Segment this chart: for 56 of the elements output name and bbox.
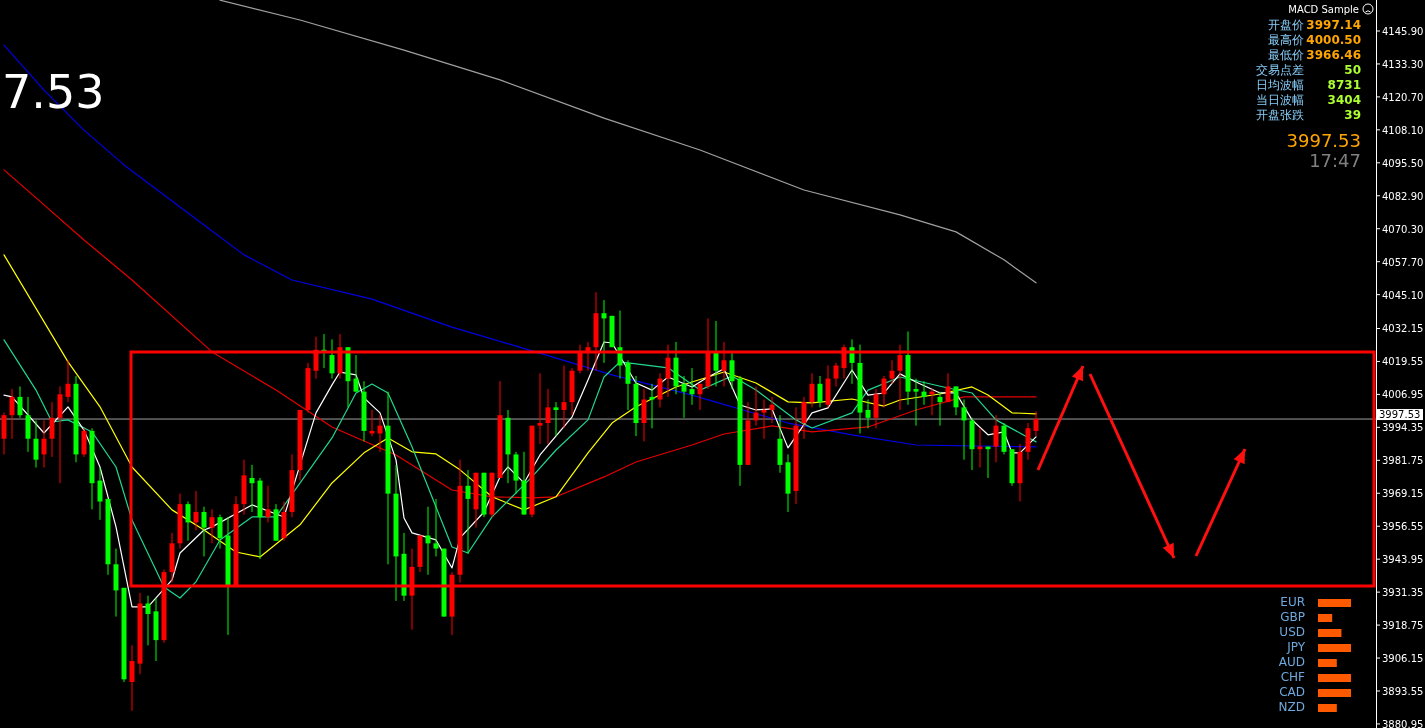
y-tick-label: CAD (1279, 685, 1305, 699)
annotation: 3966.46 (1306, 48, 1361, 62)
y-tick-label: 3880.95 (1382, 718, 1424, 728)
y-tick-label: AUD (1278, 655, 1305, 669)
y-tick-label: JPY (1286, 640, 1306, 654)
bar (1318, 599, 1351, 607)
annotation: 17:47 (1309, 150, 1361, 171)
y-tick-label: 3956.55 (1382, 521, 1424, 533)
y-tick-label: 4145.90 (1382, 25, 1424, 37)
annotation: 50 (1344, 63, 1361, 77)
bar (1318, 689, 1351, 697)
annotation: 3997.53 (1286, 130, 1361, 151)
y-tick-label: 3969.15 (1382, 488, 1424, 500)
bar (1318, 704, 1337, 712)
annotation: 4000.50 (1306, 33, 1361, 47)
y-tick-label: 3943.95 (1382, 554, 1424, 566)
y-tick-label: CHF (1280, 670, 1306, 684)
y-tick-label: 4032.15 (1382, 323, 1424, 335)
y-tick-label: 4120.70 (1382, 91, 1424, 103)
ref-line-label: 3997.53 (1379, 409, 1421, 421)
y-tick-label: 4019.55 (1382, 356, 1424, 368)
y-tick-label: 3931.35 (1382, 587, 1424, 599)
annotation: 当日波幅 (1256, 93, 1304, 107)
annotation: 开盘价 (1268, 18, 1304, 32)
y-tick-label: USD (1279, 625, 1305, 639)
y-tick-label: 4133.30 (1382, 58, 1424, 70)
y-tick-label: 4057.70 (1382, 256, 1424, 268)
bar (1318, 659, 1337, 667)
bar (1318, 629, 1342, 637)
y-tick-label: EUR (1280, 595, 1305, 609)
y-tick-label: 3893.55 (1382, 685, 1424, 697)
bar (1318, 614, 1333, 622)
annotation: 最高价 (1268, 33, 1304, 47)
bar (1318, 674, 1351, 682)
annotation: MACD Sample (1288, 4, 1359, 15)
annotation: 3997.14 (1306, 18, 1361, 32)
annotation: 交易点差 (1256, 63, 1304, 77)
annotation: 日均波幅 (1256, 78, 1304, 92)
y-tick-label: 4070.30 (1382, 223, 1424, 235)
y-tick-label: GBP (1280, 610, 1305, 624)
y-tick-label: 4006.95 (1382, 389, 1424, 401)
annotation: 39 (1344, 108, 1361, 122)
y-tick-label: 4095.50 (1382, 157, 1424, 169)
annotation: 开盘张跌 (1256, 108, 1304, 122)
y-tick-label: 3994.35 (1382, 422, 1424, 434)
annotation: 8731 (1327, 78, 1361, 92)
bar (1318, 644, 1351, 652)
annotation: 最低价 (1268, 48, 1304, 62)
y-tick-label: 3918.75 (1382, 620, 1424, 632)
y-tick-label: NZD (1278, 700, 1305, 714)
y-tick-label: 4108.10 (1382, 124, 1424, 136)
y-tick-label: 3981.75 (1382, 455, 1424, 467)
annotation: 3404 (1327, 93, 1361, 107)
y-tick-label: 3906.15 (1382, 653, 1424, 665)
y-tick-label: 4082.90 (1382, 190, 1424, 202)
y-tick-label: 4045.10 (1382, 289, 1424, 301)
